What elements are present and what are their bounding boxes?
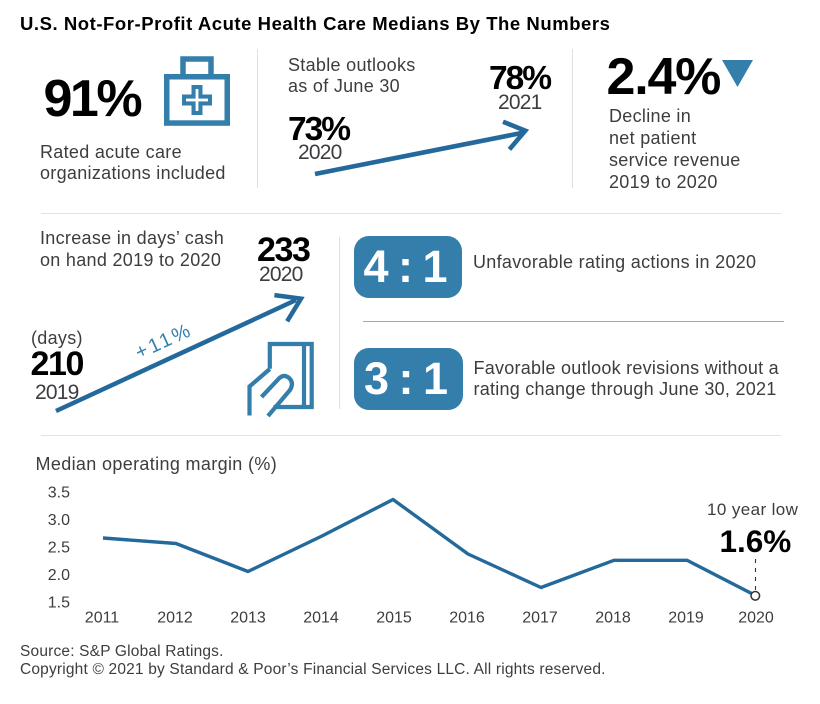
svg-text:2011: 2011 xyxy=(85,609,120,626)
svg-text:2013: 2013 xyxy=(230,609,266,626)
svg-text:2016: 2016 xyxy=(449,609,485,626)
svg-text:2015: 2015 xyxy=(376,609,412,626)
svg-text:2.5: 2.5 xyxy=(48,540,70,557)
svg-text:2019: 2019 xyxy=(668,609,704,626)
svg-text:2.0: 2.0 xyxy=(48,567,70,584)
svg-text:3.0: 3.0 xyxy=(48,512,70,529)
svg-text:3.5: 3.5 xyxy=(48,485,70,502)
svg-text:2017: 2017 xyxy=(522,609,558,626)
svg-text:2012: 2012 xyxy=(157,609,193,626)
svg-text:1.5: 1.5 xyxy=(48,595,70,612)
svg-text:2018: 2018 xyxy=(595,609,631,626)
svg-text:2020: 2020 xyxy=(738,609,774,626)
svg-text:2014: 2014 xyxy=(303,609,339,626)
